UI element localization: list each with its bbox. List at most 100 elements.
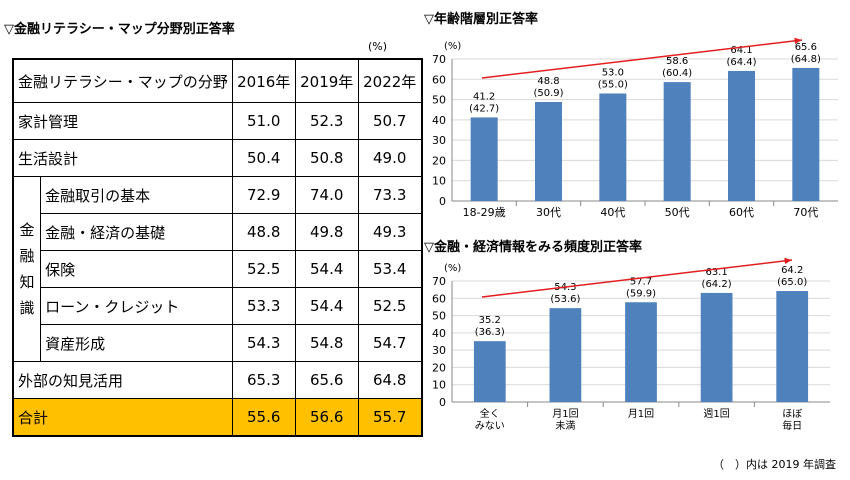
x-tick-label: ほぼ bbox=[782, 408, 802, 420]
header-year-cell: 2016年 bbox=[231, 58, 296, 103]
bar bbox=[470, 117, 498, 201]
value-cell: 64.8 bbox=[357, 361, 423, 399]
table-unit: (%) bbox=[368, 40, 388, 53]
x-tick-label: 30代 bbox=[536, 206, 561, 219]
x-tick-label: 60代 bbox=[729, 206, 754, 219]
prev-year-label: (64.8) bbox=[791, 54, 821, 65]
y-tick-label: 70 bbox=[432, 275, 446, 288]
value-cell: 54.7 bbox=[357, 324, 423, 362]
value-cell: 52.5 bbox=[357, 287, 423, 325]
bar bbox=[473, 341, 506, 402]
trend-arrow-head bbox=[794, 37, 802, 44]
value-cell: 73.3 bbox=[357, 176, 423, 214]
y-tick-label: 60 bbox=[432, 73, 446, 86]
y-tick-label: 30 bbox=[432, 344, 446, 357]
prev-year-label: (50.9) bbox=[533, 88, 563, 99]
prev-year-label: (36.3) bbox=[475, 327, 505, 338]
value-cell: 50.8 bbox=[294, 139, 359, 177]
value-cell: 74.0 bbox=[294, 176, 359, 214]
row-label-cell: 保険 bbox=[40, 250, 233, 288]
row-label-cell: 合計 bbox=[12, 398, 233, 437]
x-tick-label: 月1回 bbox=[628, 408, 654, 420]
prev-year-label: (42.7) bbox=[469, 103, 499, 114]
bar bbox=[792, 67, 820, 201]
y-tick-label: 20 bbox=[432, 154, 446, 167]
table-row: 金融知識 金融取引の基本 72.9 74.0 73.3 bbox=[12, 176, 423, 362]
x-tick-label: みない bbox=[475, 420, 505, 432]
value-cell: 52.5 bbox=[231, 250, 296, 288]
x-tick-label: 50代 bbox=[665, 206, 690, 219]
data-label: 41.2 bbox=[473, 91, 495, 102]
prev-year-label: (59.9) bbox=[626, 288, 656, 299]
value-cell: 50.4 bbox=[231, 139, 296, 177]
value-cell: 65.3 bbox=[231, 361, 296, 399]
data-label: 65.6 bbox=[795, 42, 817, 53]
row-label-cell: 生活設計 bbox=[12, 139, 233, 177]
y-tick-label: 0 bbox=[439, 195, 446, 208]
table-row: 家計管理 51.0 52.3 50.7 bbox=[12, 102, 423, 140]
y-tick-label: 30 bbox=[432, 134, 446, 147]
value-cell: 56.6 bbox=[294, 398, 359, 437]
table-row: 生活設計 50.4 50.8 49.0 bbox=[12, 139, 423, 177]
value-cell: 55.7 bbox=[357, 398, 423, 437]
x-tick-label: 18-29歳 bbox=[463, 206, 506, 219]
value-cell: 54.4 bbox=[294, 250, 359, 288]
value-cell: 55.6 bbox=[231, 398, 296, 437]
y-unit-label: (%) bbox=[444, 41, 461, 52]
value-cell: 52.3 bbox=[294, 102, 359, 140]
trend-arrow-line bbox=[481, 259, 793, 298]
value-cell: 49.0 bbox=[357, 139, 423, 177]
data-label: 63.1 bbox=[705, 267, 727, 278]
header-year-cell: 2019年 bbox=[294, 58, 359, 103]
value-cell: 54.8 bbox=[294, 324, 359, 362]
data-label: 58.6 bbox=[666, 56, 688, 67]
age-chart-title: ▽年齢階層別正答率 bbox=[424, 12, 538, 27]
table-row: ローン・クレジット 53.3 54.4 52.5 bbox=[13, 287, 423, 325]
table-row: 合計 55.6 56.6 55.7 bbox=[12, 398, 423, 437]
bar bbox=[663, 82, 691, 201]
y-tick-label: 0 bbox=[439, 396, 446, 409]
x-tick-label: 月1回 bbox=[552, 408, 578, 420]
y-tick-label: 70 bbox=[432, 53, 446, 66]
table-row: 資産形成 54.3 54.8 54.7 bbox=[13, 324, 423, 362]
row-label-cell: ローン・クレジット bbox=[40, 287, 233, 325]
data-label: 53.0 bbox=[602, 67, 624, 78]
trend-arrow-line bbox=[481, 39, 803, 79]
value-cell: 54.4 bbox=[294, 287, 359, 325]
header-year-cell: 2022年 bbox=[357, 58, 423, 103]
frequency-bar-chart: (%)01020304050607035.2(36.3)全くみない54.3(53… bbox=[432, 257, 830, 432]
value-cell: 48.8 bbox=[231, 213, 296, 251]
row-label-cell: 外部の知見活用 bbox=[12, 361, 233, 399]
y-tick-label: 10 bbox=[432, 175, 446, 188]
row-label-cell: 金融・経済の基礎 bbox=[40, 213, 233, 251]
x-tick-label: 40代 bbox=[600, 206, 625, 219]
y-tick-label: 40 bbox=[432, 114, 446, 127]
x-tick-label: 週1回 bbox=[703, 408, 729, 420]
group-label: 金融知識 bbox=[19, 221, 35, 317]
table-title: ▽金融リテラシー・マップ分野別正答率 bbox=[4, 22, 235, 37]
prev-year-label: (60.4) bbox=[662, 68, 692, 79]
x-tick-label: 未満 bbox=[555, 420, 575, 432]
table-row: 金融・経済の基礎 48.8 49.8 49.3 bbox=[13, 213, 423, 251]
prev-year-label: (64.2) bbox=[702, 279, 732, 290]
row-label-cell: 家計管理 bbox=[12, 102, 233, 140]
row-label-cell: 金融取引の基本 bbox=[40, 176, 233, 214]
value-cell: 51.0 bbox=[231, 102, 296, 140]
row-label-cell: 資産形成 bbox=[40, 324, 233, 362]
x-tick-label: 70代 bbox=[793, 206, 818, 219]
literacy-table: 金融リテラシー・マップの分野 2016年 2019年 2022年 家計管理 51.0 52.… bbox=[12, 58, 423, 437]
freq-chart-title: ▽金融・経済情報をみる頻度別正答率 bbox=[424, 240, 642, 255]
y-tick-label: 60 bbox=[432, 292, 446, 305]
y-tick-label: 50 bbox=[432, 94, 446, 107]
data-label: 64.2 bbox=[781, 265, 803, 276]
y-tick-label: 50 bbox=[432, 310, 446, 323]
bar bbox=[599, 93, 627, 201]
y-tick-label: 20 bbox=[432, 361, 446, 374]
prev-year-label: (55.0) bbox=[598, 79, 628, 90]
bar bbox=[534, 102, 563, 201]
value-cell: 49.8 bbox=[294, 213, 359, 251]
data-label: 35.2 bbox=[479, 315, 501, 326]
value-cell: 53.3 bbox=[231, 287, 296, 325]
value-cell: 50.7 bbox=[357, 102, 423, 140]
bar bbox=[776, 291, 809, 402]
